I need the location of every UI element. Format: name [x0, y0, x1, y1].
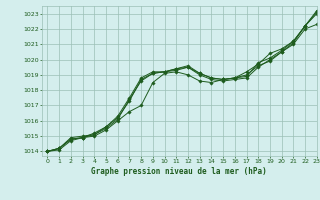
X-axis label: Graphe pression niveau de la mer (hPa): Graphe pression niveau de la mer (hPa)	[91, 167, 267, 176]
